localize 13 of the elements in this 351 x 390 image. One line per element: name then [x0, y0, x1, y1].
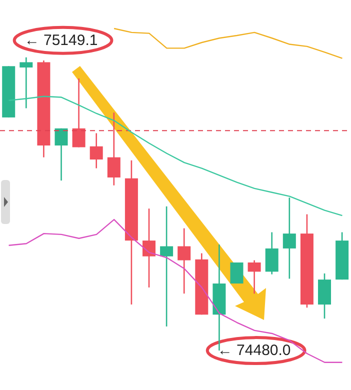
annotation: ← 74480.0: [217, 342, 291, 360]
candlestick: [72, 78, 86, 148]
candlestick: [90, 132, 103, 169]
annotation: ← 75149.1: [24, 32, 98, 49]
candlestick: [178, 228, 191, 294]
candlestick: [142, 208, 156, 288]
candlestick: [265, 232, 278, 275]
candlestick: [107, 112, 120, 186]
candlestick: [282, 196, 296, 280]
candlestick: [248, 260, 261, 294]
candlestick: [160, 206, 174, 328]
candlestick: [20, 56, 33, 109]
candlestick: [54, 128, 68, 182]
